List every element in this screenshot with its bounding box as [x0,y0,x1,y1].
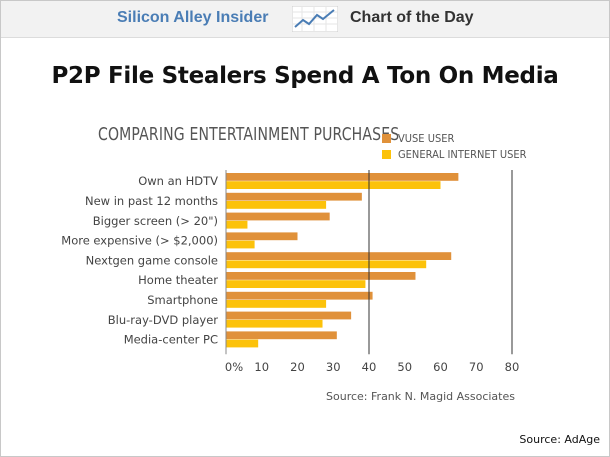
legend-swatch-general [382,149,391,159]
x-tick-label-8: 80 [505,360,520,374]
category-label-8: Media-center PC [124,333,218,347]
bar-general-5 [226,280,366,288]
bar-vuse-8 [226,331,337,340]
bar-vuse-4 [226,252,452,260]
category-label-4: Nextgen game console [86,253,218,267]
x-tick-label-5: 50 [397,360,412,374]
bar-vuse-0 [226,173,459,181]
trend-line-chart-icon [292,6,338,32]
x-tick-label-4: 40 [362,360,377,374]
bar-vuse-3 [226,232,298,241]
page-headline: P2P File Stealers Spend A Ton On Media [51,63,559,89]
bar-vuse-1 [226,192,362,201]
legend-label-vuse: VUSE USER [398,131,455,145]
x-tick-label-1: 10 [254,360,269,374]
category-label-6: Smartphone [147,293,218,307]
x-tick-label-0: 0% [225,360,243,374]
site-brand[interactable]: Silicon Alley Insider [117,9,269,26]
x-tick-label-3: 30 [326,360,341,374]
category-label-0: Own an HDTV [138,174,218,188]
bar-general-3 [226,240,255,249]
bar-general-2 [226,220,248,229]
category-label-3: More expensive (> $2,000) [61,234,218,248]
bar-vuse-2 [226,212,330,221]
bar-general-8 [226,339,259,348]
bar-general-7 [226,319,323,328]
chart-source: Source: Frank N. Magid Associates [326,390,515,403]
bar-general-6 [226,300,327,308]
chart-title: COMPARING ENTERTAINMENT PURCHASES [98,124,400,145]
bar-general-0 [226,181,441,189]
legend-item-general: GENERAL INTERNET USER [382,146,541,162]
bar-general-4 [226,260,427,269]
category-label-7: Blu-ray-DVD player [108,313,219,327]
bar-general-1 [226,201,327,209]
bar-vuse-6 [226,291,373,300]
x-tick-label-7: 70 [469,360,484,374]
section-title: Chart of the Day [350,9,474,26]
bar-vuse-7 [226,311,352,320]
x-tick-label-6: 60 [433,360,448,374]
category-label-1: New in past 12 months [85,194,218,208]
chart-legend: VUSE USER GENERAL INTERNET USER [382,130,541,162]
footer-source: Source: AdAge [519,433,600,446]
legend-item-vuse: VUSE USER [382,130,541,146]
legend-label-general: GENERAL INTERNET USER [398,147,527,161]
x-tick-label-2: 20 [290,360,305,374]
category-label-5: Home theater [138,273,218,287]
bar-vuse-5 [226,272,416,280]
category-label-2: Bigger screen (> 20") [93,214,218,228]
legend-swatch-vuse [382,133,391,143]
